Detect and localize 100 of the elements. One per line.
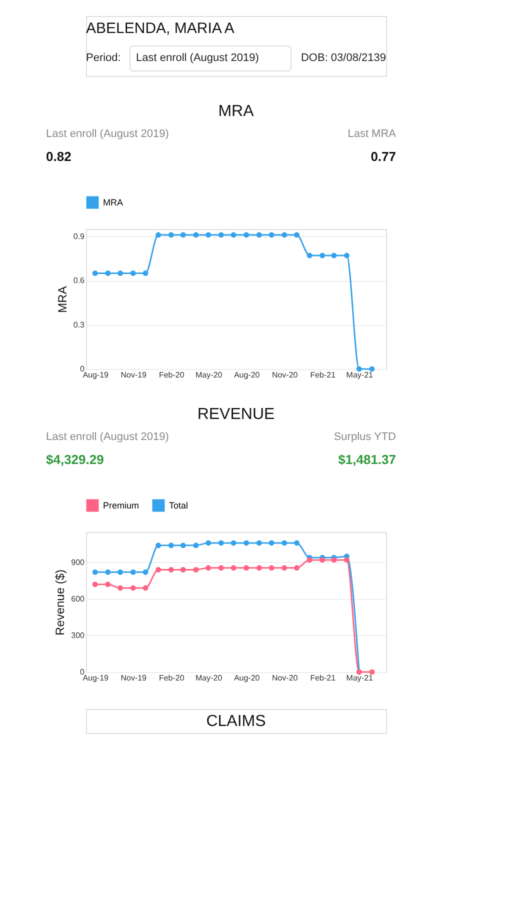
y-tick-label: 300 (71, 630, 86, 640)
y-tick-label: 0 (80, 668, 86, 676)
point (142, 569, 148, 575)
point (142, 270, 148, 276)
y-axis-title: MRA (55, 286, 70, 313)
text: Last enroll (August 2019) (46, 431, 169, 443)
text: $1,481.37 (338, 452, 396, 467)
point (118, 585, 124, 591)
x-tick-label: May-21 (346, 370, 374, 380)
point (218, 565, 224, 571)
point (206, 565, 212, 571)
point (344, 252, 350, 258)
point (320, 557, 326, 563)
point (256, 565, 262, 571)
point (356, 366, 362, 372)
point (230, 565, 236, 571)
x-tick-label: May-20 (195, 674, 223, 682)
x-tick-label: Aug-19 (82, 674, 110, 682)
point (369, 669, 375, 675)
point (268, 565, 274, 571)
point (320, 252, 326, 258)
text: ABELENDA, MARIA A (86, 20, 234, 37)
point (306, 252, 312, 258)
y-tick-label: 0.3 (73, 320, 86, 330)
y-tick-label: 600 (71, 594, 86, 604)
text: Last enroll (August 2019) (136, 52, 259, 64)
point (244, 565, 250, 571)
point (118, 569, 124, 575)
x-tick-label: Aug-20 (234, 674, 260, 682)
point (294, 232, 300, 238)
point (230, 232, 236, 238)
text: $4,329.29 (46, 452, 104, 467)
y-tick-label: 900 (71, 558, 86, 567)
point (180, 542, 186, 548)
point (193, 542, 199, 548)
chart-title: REVENUE (197, 406, 275, 423)
point (294, 540, 300, 546)
point (218, 232, 224, 238)
point (105, 582, 111, 588)
point (105, 569, 111, 575)
point (206, 540, 212, 546)
point (193, 232, 199, 238)
point (118, 270, 124, 276)
point (306, 557, 312, 563)
point (130, 569, 136, 575)
point (244, 540, 250, 546)
legend-label: MRA (103, 198, 123, 208)
legend-label: Premium (103, 500, 140, 511)
point (92, 582, 98, 588)
point (218, 540, 224, 546)
point (256, 540, 262, 546)
text: Period: (86, 52, 121, 64)
point (344, 557, 350, 563)
text: Last MRA (348, 128, 397, 140)
point (130, 270, 136, 276)
x-tick-label: Feb-20 (158, 370, 185, 380)
text: Surplus YTD (334, 431, 396, 443)
point (244, 232, 250, 238)
chart-title: MRA (218, 103, 254, 120)
x-tick-label: Feb-21 (310, 370, 336, 380)
point (331, 557, 337, 563)
x-tick-label: Nov-19 (120, 674, 148, 682)
point (256, 232, 262, 238)
x-tick-label: May-21 (346, 674, 374, 682)
point (156, 232, 162, 238)
point (268, 232, 274, 238)
x-tick-label: Feb-20 (158, 674, 185, 682)
point (142, 585, 148, 591)
text: 0.77 (370, 149, 396, 164)
point (294, 565, 300, 571)
point (156, 542, 162, 548)
point (156, 567, 162, 572)
point (282, 565, 288, 571)
y-tick-label: 0.6 (73, 276, 86, 286)
point (130, 585, 136, 591)
legend-label: Total (169, 500, 188, 511)
y-tick-label: 0.9 (73, 232, 86, 241)
point (92, 270, 98, 276)
point (180, 567, 186, 572)
x-tick-label: Aug-20 (234, 370, 260, 380)
x-tick-label: May-20 (195, 370, 223, 380)
y-axis-title: Revenue ($) (53, 569, 68, 636)
x-tick-label: Feb-21 (310, 674, 336, 682)
y-tick-label: 0 (80, 364, 86, 374)
text: DOB: 03/08/2139 (300, 52, 386, 64)
point (268, 540, 274, 546)
point (105, 270, 111, 276)
point (230, 540, 236, 546)
point (331, 252, 337, 258)
x-tick-label: Nov-19 (120, 370, 148, 380)
point (168, 542, 174, 548)
text: 0.82 (46, 149, 72, 164)
point (193, 567, 199, 572)
x-tick-label: Nov-20 (272, 370, 298, 380)
point (168, 232, 174, 238)
x-tick-label: Nov-20 (272, 674, 298, 682)
point (168, 567, 174, 572)
point (180, 232, 186, 238)
text: CLAIMS (206, 713, 266, 730)
point (92, 569, 98, 575)
